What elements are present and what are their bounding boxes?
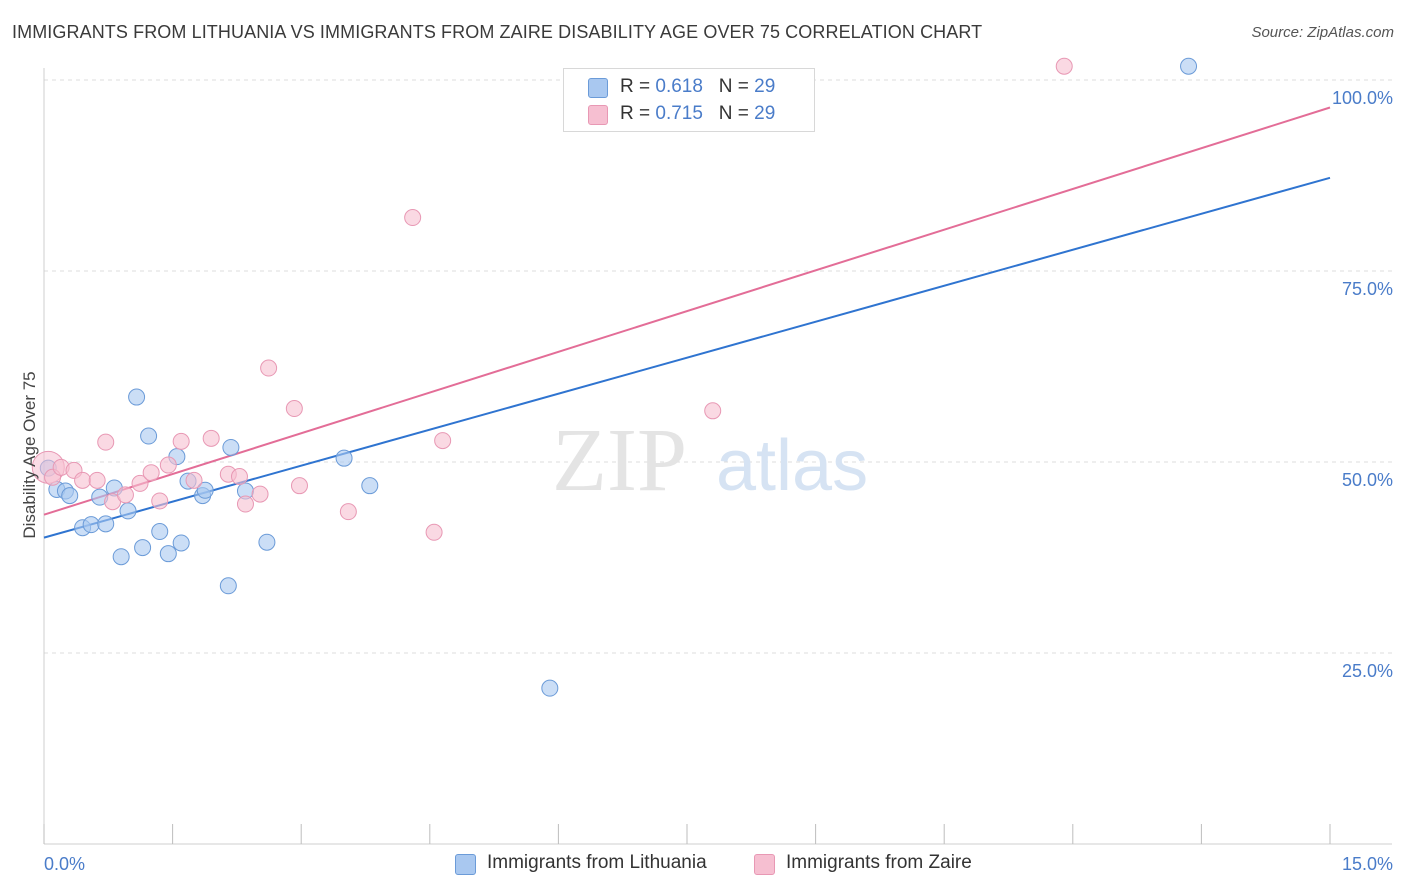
point-zaire (131, 474, 149, 492)
grid-lines (44, 79, 1392, 654)
bottom-legend-swatch-lithuania (455, 854, 476, 875)
point-zaire (74, 471, 92, 489)
point-zaire (151, 492, 169, 510)
point-lithuania (196, 481, 214, 499)
legend-n-value-zaire: 29 (754, 103, 776, 124)
point-zaire (230, 468, 248, 486)
point-lithuania (258, 533, 276, 551)
point-lithuania (151, 523, 169, 541)
legend-r-value-zaire: 0.715 (655, 103, 703, 124)
point-zaire (142, 464, 160, 482)
point-zaire (404, 209, 422, 227)
watermark-zip: ZIP (552, 411, 687, 510)
point-lithuania (1180, 57, 1198, 75)
point-zaire (88, 471, 106, 489)
point-zaire (290, 477, 308, 495)
point-zaire (202, 429, 220, 447)
point-zaire (97, 433, 115, 451)
watermark: ZIP atlas (552, 411, 868, 510)
point-zaire (159, 456, 177, 474)
point-zaire (236, 495, 254, 513)
point-lithuania (82, 516, 100, 534)
x-tick-label: 15.0% (1342, 854, 1393, 874)
trend-line-lithuania (43, 176, 1331, 539)
y-tick-label: 100.0% (1332, 88, 1393, 108)
point-lithuania (128, 388, 146, 406)
bottom-legend-swatch-zaire (754, 854, 775, 875)
point-lithuania (97, 515, 115, 533)
point-zaire (251, 485, 269, 503)
point-zaire (1055, 57, 1073, 75)
point-zaire (339, 503, 357, 521)
point-lithuania (134, 539, 152, 557)
point-lithuania (61, 487, 79, 505)
correlation-legend: R = 0.618 N = 29 R = 0.715 N = 29 (563, 68, 815, 132)
point-lithuania (140, 427, 158, 445)
point-zaire (425, 523, 443, 541)
legend-r-value-lithuania: 0.618 (655, 76, 703, 97)
legend-swatch-zaire (588, 105, 608, 125)
point-lithuania (219, 577, 237, 595)
tick-labels: 25.0% 50.0% 75.0% 100.0% 0.0% 15.0% (44, 88, 1393, 874)
point-zaire (116, 486, 134, 504)
point-lithuania (159, 545, 177, 563)
point-lithuania (112, 548, 130, 566)
point-lithuania (335, 449, 353, 467)
legend-r-label: R = (620, 103, 656, 124)
watermark-atlas: atlas (716, 426, 868, 506)
y-tick-label: 50.0% (1342, 470, 1393, 490)
data-points (31, 57, 1198, 697)
y-tick-label: 75.0% (1342, 279, 1393, 299)
x-tick-label: 0.0% (44, 854, 85, 874)
source-label: Source: ZipAtlas.com (1251, 24, 1394, 41)
chart-title: IMMIGRANTS FROM LITHUANIA VS IMMIGRANTS … (12, 22, 983, 42)
y-axis-label: Disability Age Over 75 (20, 371, 39, 538)
legend-swatch-lithuania (588, 78, 608, 98)
point-lithuania (222, 438, 240, 456)
bottom-legend-label-zaire: Immigrants from Zaire (786, 852, 972, 873)
point-zaire (172, 432, 190, 450)
trend-lines (43, 106, 1331, 539)
point-zaire (185, 471, 203, 489)
point-zaire (704, 402, 722, 420)
bottom-legend-label-lithuania: Immigrants from Lithuania (487, 852, 707, 873)
point-lithuania (172, 534, 190, 552)
point-lithuania (119, 502, 137, 520)
point-zaire (434, 432, 452, 450)
legend-n-label: N = (718, 103, 755, 124)
trend-line-zaire (43, 106, 1331, 516)
point-zaire (260, 359, 278, 377)
point-lithuania (361, 477, 379, 495)
y-tick-label: 25.0% (1342, 661, 1393, 681)
point-zaire (285, 400, 303, 418)
point-lithuania (541, 679, 559, 697)
legend-n-value-lithuania: 29 (754, 76, 776, 97)
legend-r-label: R = (620, 76, 656, 97)
legend-n-label: N = (718, 76, 755, 97)
